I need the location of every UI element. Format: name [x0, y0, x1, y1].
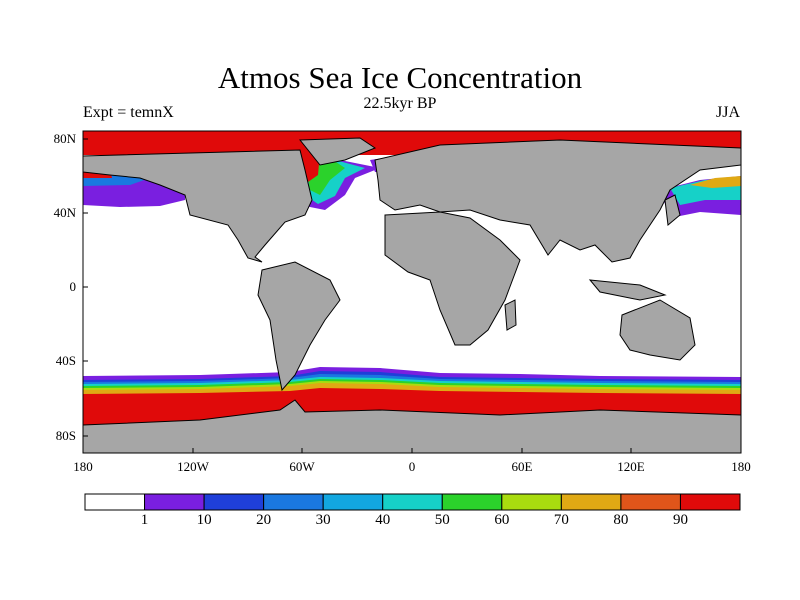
colorbar-box — [382, 493, 443, 511]
land-north-america — [83, 149, 313, 263]
land-eurasia — [374, 139, 741, 263]
lat-label-40n: 40N — [53, 205, 76, 220]
lon-label-120e: 120E — [617, 459, 645, 474]
north-west-pacific-ice-orange — [690, 176, 741, 188]
colorbar-box — [263, 493, 324, 511]
colorbar-label: 60 — [494, 512, 510, 528]
land-antarctica — [83, 399, 741, 453]
land-africa — [384, 211, 521, 346]
colorbar-box — [84, 493, 146, 511]
land-south-america — [257, 261, 341, 392]
colorbar-box — [501, 493, 562, 511]
lon-label-60e: 60E — [511, 459, 533, 474]
lat-label-0: 0 — [69, 279, 77, 294]
lat-label-40s: 40S — [55, 353, 76, 368]
land-indonesia — [588, 279, 667, 301]
colorbar-box — [144, 493, 205, 511]
colorbar-box — [560, 493, 622, 511]
land-madagascar — [504, 299, 517, 331]
colorbar-label: 20 — [256, 512, 272, 528]
colorbar-label: 10 — [196, 512, 212, 528]
lat-label-80n: 80N — [53, 131, 76, 146]
lon-label-60w: 60W — [289, 459, 315, 474]
colorbar-label: 50 — [434, 512, 450, 528]
chart-title: Atmos Sea Ice Concentration — [217, 60, 583, 95]
colorbar-label: 1 — [140, 512, 149, 528]
colorbar-box — [679, 493, 741, 511]
colorbar-box — [620, 493, 681, 511]
land — [83, 137, 741, 453]
colorbar — [84, 493, 741, 511]
colorbar-box — [203, 493, 265, 511]
colorbar-label: 80 — [613, 512, 629, 528]
lat-label-80s: 80S — [55, 428, 76, 443]
lon-ticks — [82, 448, 742, 453]
land-japan — [664, 194, 681, 226]
lon-label-120w: 120W — [177, 459, 209, 474]
lon-label-0: 0 — [408, 459, 416, 474]
colorbar-box — [441, 493, 503, 511]
colorbar-label: 90 — [672, 512, 688, 528]
lon-label-180w: 180 — [73, 459, 93, 474]
colorbar-box — [322, 493, 384, 511]
colorbar-label: 70 — [553, 512, 569, 528]
season-label: JJA — [715, 104, 740, 121]
land-australia — [619, 299, 696, 361]
experiment-label: Expt = temnX — [83, 104, 174, 121]
chart-subtitle: 22.5kyr BP — [363, 95, 437, 112]
colorbar-label: 40 — [375, 512, 391, 528]
lat-ticks — [83, 138, 88, 437]
colorbar-label: 30 — [315, 512, 331, 528]
land-greenland — [298, 137, 377, 166]
map-area — [83, 131, 741, 453]
lon-label-180e: 180 — [731, 459, 751, 474]
